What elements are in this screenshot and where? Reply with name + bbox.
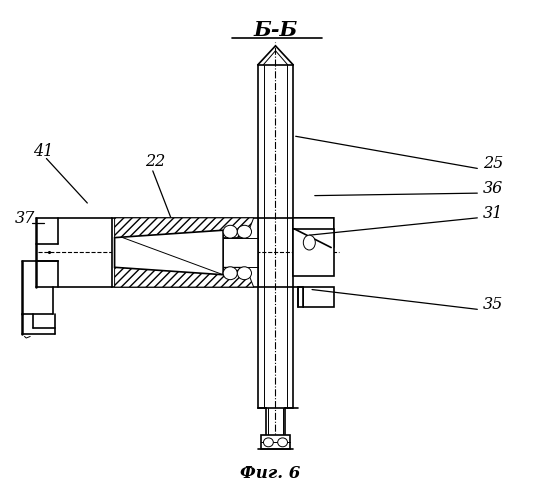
Text: 37: 37 [15,210,35,227]
Polygon shape [115,230,223,274]
Circle shape [237,267,251,280]
Circle shape [223,226,237,238]
Text: Б-Б: Б-Б [253,20,298,40]
Circle shape [237,226,251,238]
Bar [293,228,334,276]
Text: 35: 35 [483,296,503,314]
Bar [261,436,290,450]
Text: 31: 31 [483,205,503,222]
Circle shape [263,438,273,447]
Circle shape [223,267,237,280]
Bar [299,287,334,307]
Text: 25: 25 [483,156,503,172]
Polygon shape [293,218,334,248]
Polygon shape [115,268,253,287]
Text: Фиг. 6: Фиг. 6 [240,465,300,482]
Text: 36: 36 [483,180,503,197]
Ellipse shape [303,235,315,250]
Bar [112,218,258,287]
Polygon shape [115,218,253,238]
Text: 22: 22 [144,153,165,170]
Text: 41: 41 [33,143,53,160]
Circle shape [278,438,288,447]
